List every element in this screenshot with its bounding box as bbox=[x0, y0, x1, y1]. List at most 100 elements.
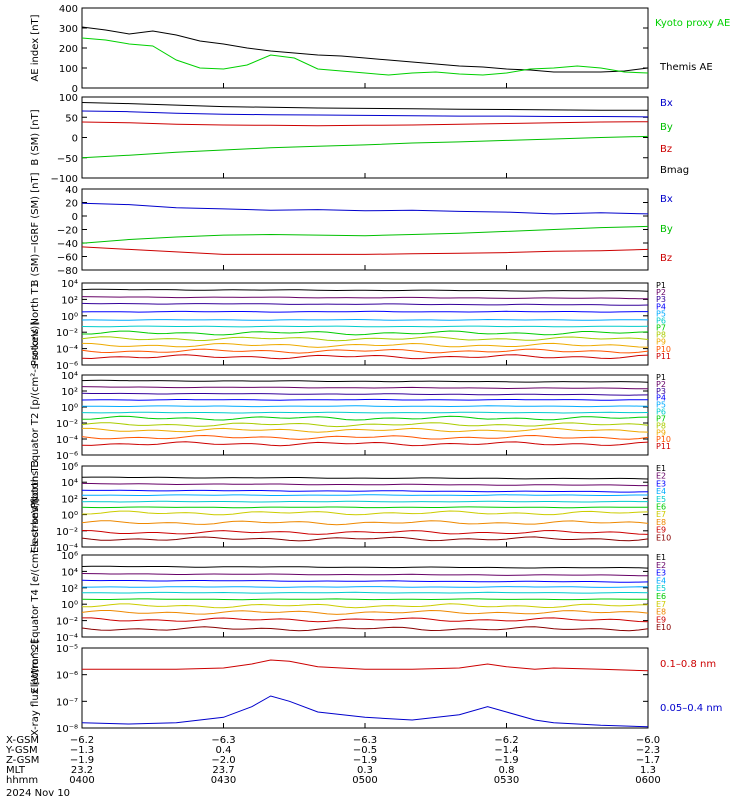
channel-line bbox=[81, 336, 649, 342]
y-tick-label: 20 bbox=[65, 199, 78, 210]
y-tick-label: −40 bbox=[57, 239, 78, 250]
series-line bbox=[81, 121, 649, 127]
series-line bbox=[81, 26, 649, 73]
channel-line bbox=[81, 510, 649, 516]
channel-label: E5 bbox=[656, 584, 666, 593]
channel-label: P6 bbox=[656, 408, 666, 417]
channel-label: P11 bbox=[656, 442, 671, 451]
y-tick-label: 400 bbox=[59, 4, 78, 15]
y-tick-label: 10⁰ bbox=[61, 312, 78, 323]
footer-value: 23.2 bbox=[71, 765, 93, 776]
y-tick-label: 0 bbox=[72, 134, 78, 145]
footer-value: −2.3 bbox=[636, 745, 660, 756]
channel-line bbox=[81, 536, 649, 542]
channel-line bbox=[81, 476, 649, 480]
channel-label: E8 bbox=[656, 608, 666, 617]
channel-line bbox=[82, 586, 649, 588]
y-tick-label: −80 bbox=[57, 266, 78, 277]
footer-value: 0400 bbox=[69, 775, 94, 786]
legend-kyoto-ae: Kyoto proxy AE bbox=[655, 18, 730, 29]
legend-igrf-bx: Bx bbox=[660, 194, 673, 205]
panel-xray: 10⁻⁵ 10⁻⁶ 10⁻⁷ 10⁻⁸ X-ray flux [W/m^2] bbox=[30, 640, 649, 737]
y-axis-label: Protons North T1 bbox=[30, 282, 41, 366]
y-tick-label: 10⁰ bbox=[61, 511, 78, 522]
footer-row-label: Z-GSM bbox=[6, 755, 39, 766]
channel-label: P7 bbox=[656, 324, 666, 333]
footer-value: −6.3 bbox=[353, 735, 377, 746]
y-axis-label: AE index [nT] bbox=[30, 14, 41, 81]
channel-line bbox=[81, 379, 649, 383]
y-tick-label: 10⁻⁸ bbox=[56, 724, 78, 735]
y-tick-label: 10² bbox=[61, 387, 78, 398]
y-tick-label: 50 bbox=[65, 113, 78, 124]
channel-line bbox=[82, 494, 648, 497]
series-line bbox=[81, 246, 649, 255]
footer-value: 0500 bbox=[352, 775, 377, 786]
legend-by: By bbox=[660, 122, 673, 133]
channel-line bbox=[81, 392, 649, 396]
channel-line bbox=[81, 482, 648, 487]
channel-line bbox=[81, 579, 649, 583]
channel-line bbox=[81, 626, 649, 632]
y-tick-label: 300 bbox=[59, 24, 78, 35]
channel-line bbox=[82, 603, 649, 609]
footer-value: 0.3 bbox=[357, 765, 373, 776]
footer-value: 0600 bbox=[635, 775, 660, 786]
channel-label: E10 bbox=[656, 533, 671, 542]
series-line bbox=[81, 202, 649, 215]
channel-label: P7 bbox=[656, 414, 666, 423]
footer-value: −1.9 bbox=[353, 755, 377, 766]
channel-label: P5 bbox=[656, 309, 666, 318]
channel-label: P10 bbox=[656, 345, 671, 354]
channel-line bbox=[81, 354, 649, 360]
footer-value: −1.3 bbox=[70, 745, 94, 756]
footer-value: 0.4 bbox=[216, 745, 232, 756]
series-line bbox=[82, 659, 649, 672]
channel-label: P4 bbox=[656, 302, 666, 311]
channel-line bbox=[81, 302, 649, 306]
channel-line bbox=[82, 617, 649, 623]
channel-line bbox=[81, 506, 649, 509]
y-tick-label: 10² bbox=[61, 295, 78, 306]
footer-value: −0.5 bbox=[353, 745, 377, 756]
channel-label: P11 bbox=[656, 352, 671, 361]
y-axis-label: X-ray flux [W/m^2] bbox=[30, 640, 41, 737]
footer-value: 23.7 bbox=[212, 765, 234, 776]
legend-bmag: Bmag bbox=[660, 165, 689, 176]
channel-label: P9 bbox=[656, 428, 666, 437]
channel-label: E1 bbox=[656, 553, 666, 562]
footer-value: −6.2 bbox=[494, 735, 518, 746]
channel-line bbox=[81, 422, 649, 428]
channel-line bbox=[81, 342, 649, 348]
panel-ae: 400 300 200 100 0 AE index [nT] bbox=[30, 4, 649, 95]
y-tick-label: 10² bbox=[61, 584, 78, 595]
y-tick-label: 10⁻² bbox=[56, 328, 78, 339]
channel-line bbox=[81, 415, 649, 421]
y-tick-label: 10⁻⁵ bbox=[56, 644, 78, 655]
channel-line bbox=[82, 330, 649, 336]
channel-line bbox=[81, 310, 648, 313]
channel-line bbox=[81, 520, 649, 526]
channel-line bbox=[81, 489, 649, 493]
footer-row-label: Y-GSM bbox=[5, 745, 38, 756]
footer-row-label: X-GSM bbox=[6, 735, 39, 746]
y-tick-label: −60 bbox=[57, 253, 78, 264]
channel-label: E2 bbox=[656, 561, 666, 570]
series-line bbox=[81, 102, 648, 111]
footer-value: −6.2 bbox=[70, 735, 94, 746]
channel-label: P3 bbox=[656, 387, 666, 396]
y-tick-label: 10⁰ bbox=[61, 600, 78, 611]
channel-label: E4 bbox=[656, 576, 666, 585]
channel-line bbox=[81, 296, 649, 300]
channel-label: P8 bbox=[656, 331, 666, 340]
channel-label: P4 bbox=[656, 394, 666, 403]
legend-bx: Bx bbox=[660, 98, 673, 109]
y-tick-label: 10⁻⁶ bbox=[56, 451, 78, 462]
y-tick-label: 10⁻² bbox=[56, 419, 78, 430]
y-tick-label: 10⁻⁶ bbox=[56, 361, 78, 372]
panel-b-igrf: 40 20 0 −20 −40 −60 −80 B (SM)−IGRF (SM) [nT] bbox=[30, 172, 649, 286]
channel-line bbox=[81, 565, 649, 569]
y-tick-label: 10⁻⁶ bbox=[56, 671, 78, 682]
y-tick-label: 10⁴ bbox=[61, 478, 78, 489]
